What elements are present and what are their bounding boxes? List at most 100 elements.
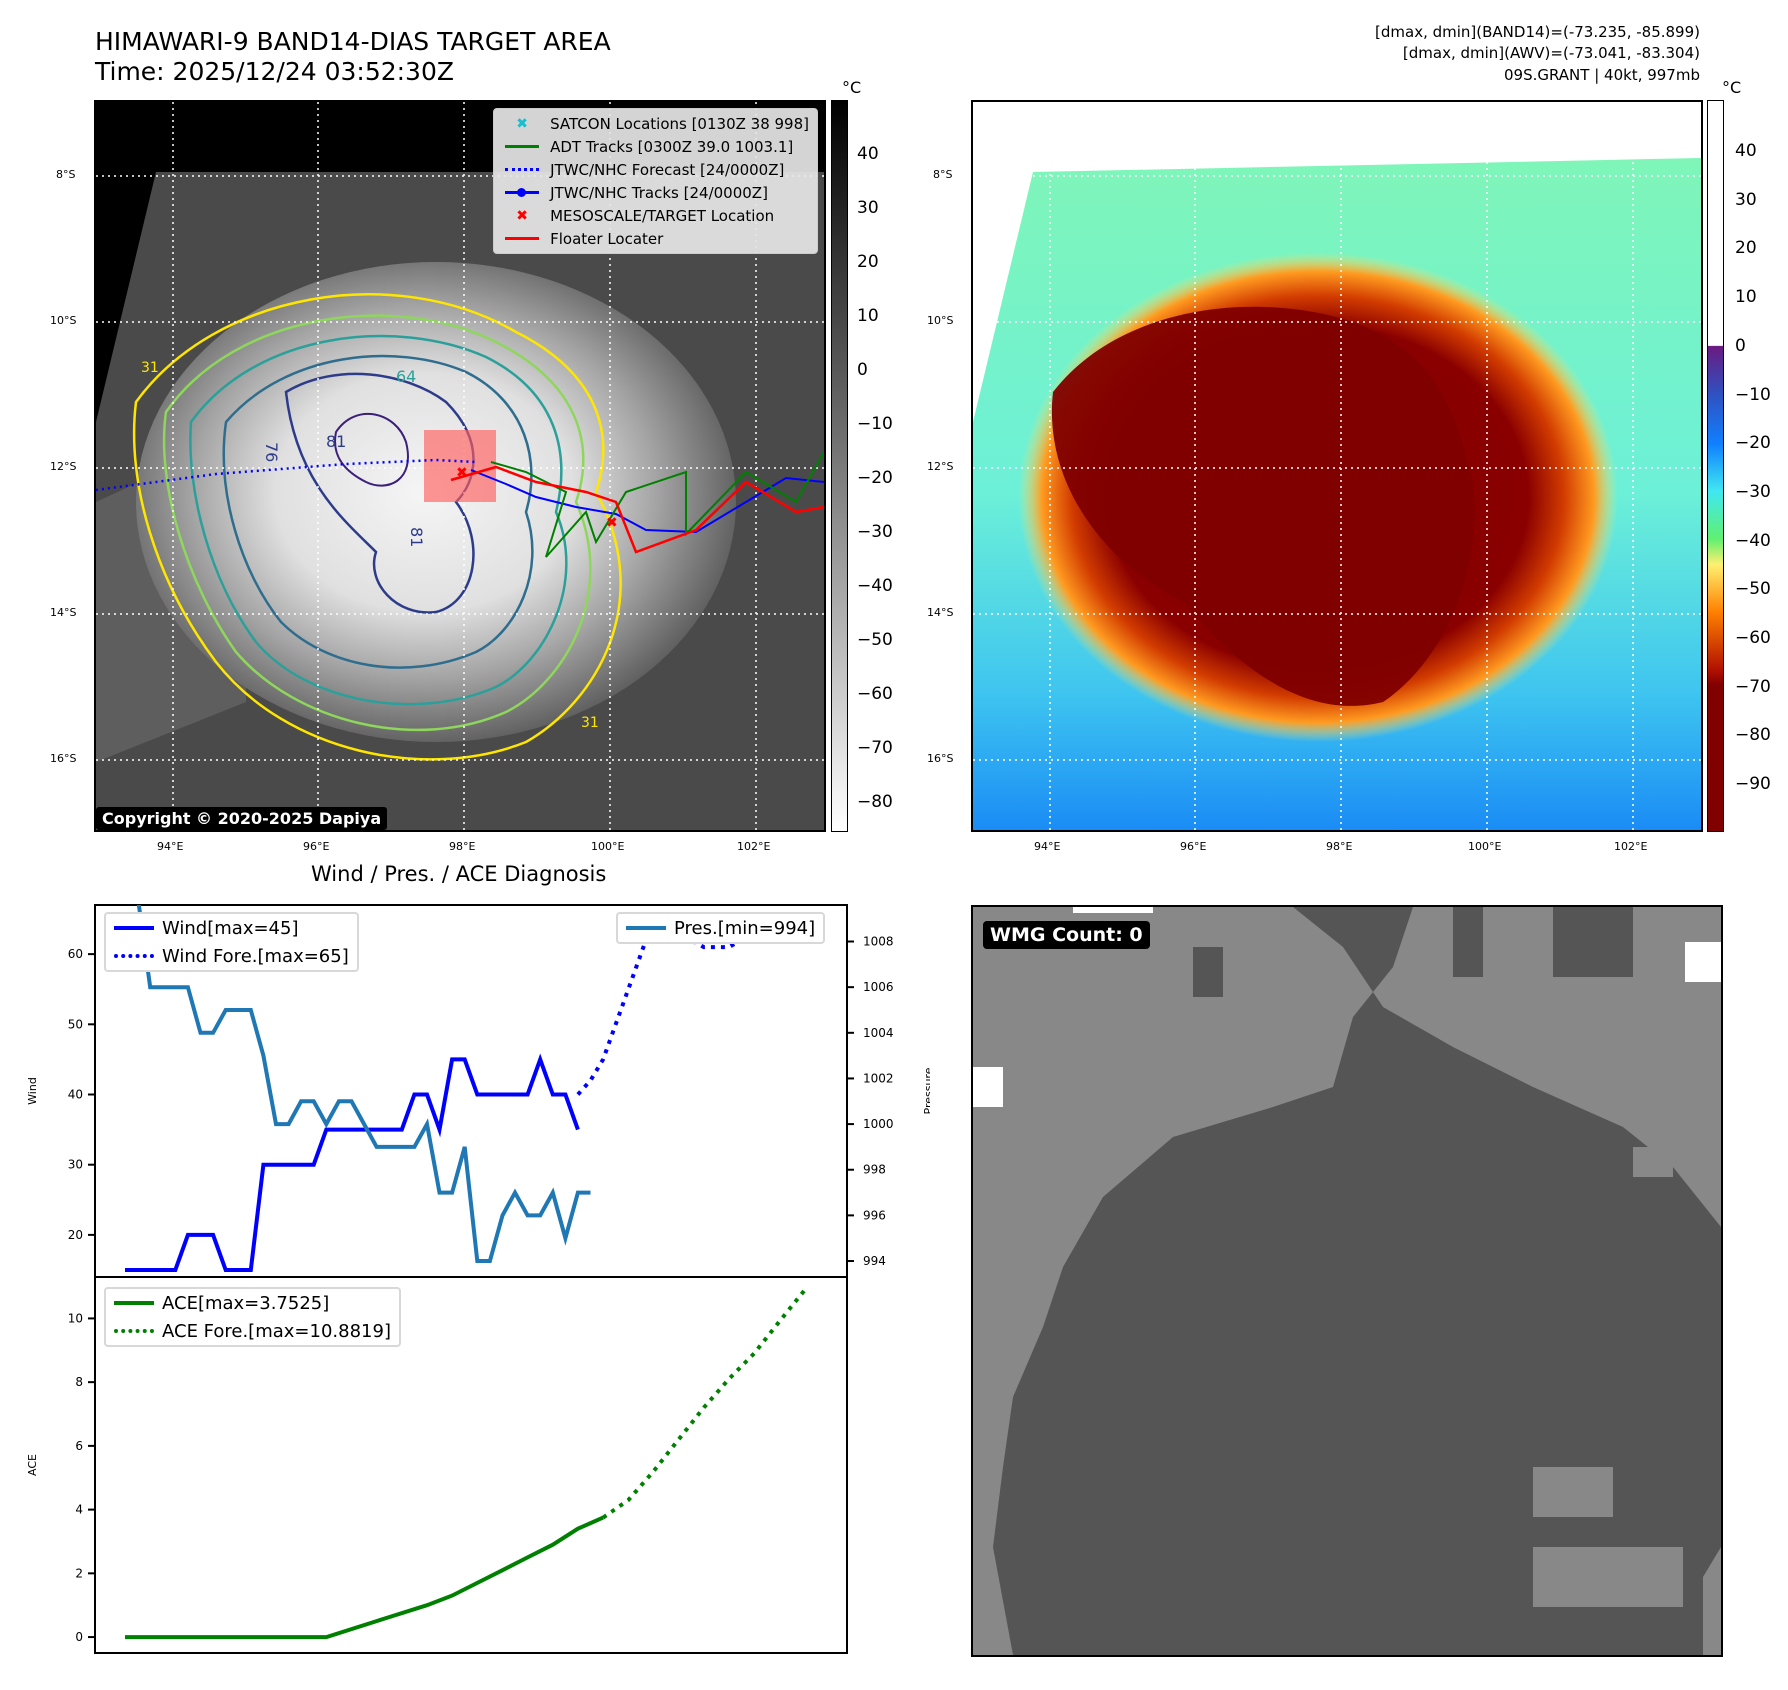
colorbar-tick-label: 40 xyxy=(857,144,879,164)
red-line-icon xyxy=(494,237,550,240)
colorbar-tick-label: −40 xyxy=(857,576,893,596)
legend-label: ADT Tracks [0300Z 39.0 1003.1] xyxy=(550,137,794,156)
colorbar-tick-label: −10 xyxy=(857,414,893,434)
legend-label: Wind[max=45] xyxy=(162,917,299,939)
colorbar-tick-label: 10 xyxy=(857,306,879,326)
legend-mesoscale: ✖ MESOSCALE/TARGET Location xyxy=(494,204,809,227)
lat-label: 8°S xyxy=(56,168,76,181)
legend-wind: Wind[max=45] xyxy=(106,914,357,942)
figure-title: HIMAWARI-9 BAND14-DIAS TARGET AREA xyxy=(95,27,611,56)
jtwc-best-track xyxy=(470,469,824,534)
legend-wind-forecast: Wind Fore.[max=65] xyxy=(106,942,357,970)
lon-label: 102°E xyxy=(737,840,771,853)
steelblue-line-icon xyxy=(618,926,674,930)
lat-label: 12°S xyxy=(50,460,77,473)
legend-ace-forecast: ACE Fore.[max=10.8819] xyxy=(106,1317,399,1345)
lat-label: 14°S xyxy=(927,606,954,619)
ace-ytick-label: 10 xyxy=(68,1311,83,1325)
ace-ytick-label: 0 xyxy=(75,1630,83,1644)
cyan-x-icon: ✖ xyxy=(516,115,528,132)
legend-satcon: ✖ SATCON Locations [0130Z 38 998] xyxy=(494,112,809,135)
pressure-legend: Pres.[min=994] xyxy=(616,912,826,944)
adt-track xyxy=(490,451,824,558)
colorbar-tick-label: −60 xyxy=(857,684,893,704)
blue-line-icon xyxy=(106,926,162,930)
wmg-image xyxy=(973,907,1721,1655)
colorbar-tick-label: 20 xyxy=(857,252,879,272)
lon-label: 98°E xyxy=(1326,840,1353,853)
legend-jtwc-tracks: JTWC/NHC Tracks [24/0000Z] xyxy=(494,181,809,204)
red-x-icon: ✖ xyxy=(516,207,528,224)
pressure-ytick-label: 1000 xyxy=(863,1117,894,1131)
info-band14-range: [dmax, dmin](BAND14)=(-73.235, -85.899) xyxy=(1375,23,1700,41)
colorbar-tick-label: −80 xyxy=(857,792,893,812)
blue-line-dot-icon xyxy=(494,188,550,197)
lat-label: 10°S xyxy=(927,314,954,327)
lon-label: 98°E xyxy=(449,840,476,853)
colorbar-tick-label: 40 xyxy=(1735,141,1757,161)
info-storm: 09S.GRANT | 40kt, 997mb xyxy=(1503,66,1700,84)
blue-dotted-icon xyxy=(106,954,162,958)
legend-pressure: Pres.[min=994] xyxy=(618,914,823,942)
wind-ytick-label: 30 xyxy=(68,1158,83,1172)
wmg-panel: WMG Count: 0 xyxy=(971,905,1723,1657)
colorbar-tick-label: −70 xyxy=(857,738,893,758)
ace-ytick-label: 8 xyxy=(75,1375,83,1389)
legend-floater: Floater Locater xyxy=(494,227,809,250)
pressure-ytick-label: 1008 xyxy=(863,935,894,949)
ir-color-map xyxy=(971,100,1703,832)
colorbar-tick-label: −90 xyxy=(1735,774,1771,795)
green-dotted-icon xyxy=(106,1329,162,1333)
lat-label: 8°S xyxy=(933,168,953,181)
lat-label: 16°S xyxy=(927,752,954,765)
colorbar-tick-label: 10 xyxy=(1735,287,1757,308)
green-line-icon xyxy=(106,1301,162,1305)
colorbar-tick-label: 30 xyxy=(1735,189,1757,210)
wmg-count-badge: WMG Count: 0 xyxy=(983,921,1150,949)
colorbar-tick-label: 20 xyxy=(1735,238,1757,259)
lon-label: 94°E xyxy=(1034,840,1061,853)
mesoscale-marker-icon: ✖ xyxy=(456,465,468,481)
legend-label: ACE[max=3.7525] xyxy=(162,1292,330,1314)
legend-label: SATCON Locations [0130Z 38 998] xyxy=(550,114,809,133)
colorbar-tick-label: −30 xyxy=(1735,481,1771,502)
colorbar-tick-label: −30 xyxy=(857,522,893,542)
colorbar-tick-label: −20 xyxy=(1735,433,1771,454)
diagnosis-title: Wind / Pres. / ACE Diagnosis xyxy=(311,862,607,886)
legend-label: ACE Fore.[max=10.8819] xyxy=(162,1320,391,1342)
info-awv-range: [dmax, dmin](AWV)=(-73.041, -83.304) xyxy=(1402,44,1700,62)
contour-label-76: 76 xyxy=(262,442,281,462)
wind-ytick-label: 40 xyxy=(68,1088,83,1102)
colorbar-tick-label: −40 xyxy=(1735,530,1771,551)
lat-label: 16°S xyxy=(50,752,77,765)
contour-label-64: 64 xyxy=(396,367,416,386)
ace-ytick-label: 2 xyxy=(75,1566,83,1580)
green-line-icon xyxy=(494,145,550,148)
wind-ytick-label: 50 xyxy=(68,1017,83,1031)
blue-dotted-line-icon xyxy=(494,168,550,171)
lon-label: 96°E xyxy=(1180,840,1207,853)
contour-label-81b: 81 xyxy=(407,527,426,547)
floater-track xyxy=(450,465,824,554)
lon-label: 102°E xyxy=(1614,840,1648,853)
figure-time: Time: 2025/12/24 03:52:30Z xyxy=(95,57,454,86)
gray-colorbar-unit: °C xyxy=(842,78,862,97)
legend-label: Pres.[min=994] xyxy=(674,917,816,939)
pressure-ytick-label: 998 xyxy=(863,1163,886,1177)
lat-label: 10°S xyxy=(50,314,77,327)
contour-label-31b: 31 xyxy=(581,715,599,731)
pressure-ytick-label: 1002 xyxy=(863,1071,894,1085)
legend-label: MESOSCALE/TARGET Location xyxy=(550,206,775,225)
ace-legend: ACE[max=3.7525] ACE Fore.[max=10.8819] xyxy=(104,1287,401,1347)
lon-label: 94°E xyxy=(157,840,184,853)
ir-grayscale-map: 64 76 81 81 31 31 ✖ ✖ ✖ SATCON Locations … xyxy=(94,100,826,832)
pressure-ytick-label: 994 xyxy=(863,1254,886,1268)
colorbar-tick-label: −20 xyxy=(857,468,893,488)
series-line-0 xyxy=(125,1053,580,1272)
ace-axis-label: ACE xyxy=(26,1454,39,1476)
legend-ace: ACE[max=3.7525] xyxy=(106,1289,399,1317)
series-line-2 xyxy=(136,905,591,1263)
pressure-axis-label: Pressure xyxy=(922,1067,930,1114)
lat-label: 12°S xyxy=(927,460,954,473)
legend-label: Floater Locater xyxy=(550,229,664,248)
